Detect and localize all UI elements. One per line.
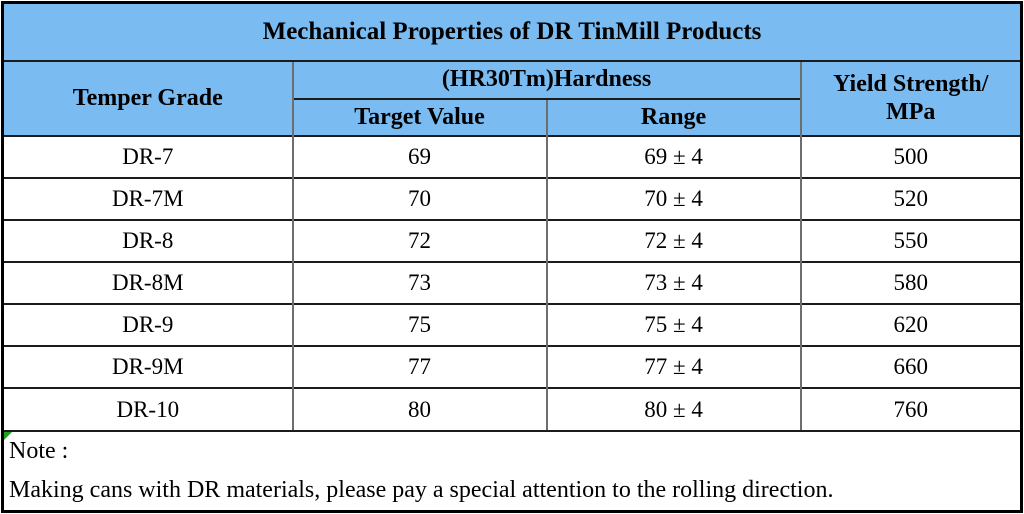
table-row: DR-7M 70 70 ± 4 520 — [4, 177, 1020, 220]
header-hardness-group: (HR30Tm)Hardness — [292, 62, 801, 99]
table-row: DR-8 72 72 ± 4 550 — [4, 219, 1020, 262]
properties-table: Temper Grade (HR30Tm)Hardness Yield Stre… — [4, 62, 1020, 430]
cell-grade: DR-8M — [4, 261, 293, 304]
cell-grade: DR-10 — [4, 387, 293, 430]
cell-range: 73 ± 4 — [545, 261, 801, 304]
table-row: DR-7 69 69 ± 4 500 — [4, 135, 1020, 178]
cell-target: 70 — [291, 177, 547, 220]
cell-yield: 520 — [799, 177, 1020, 220]
cell-grade: DR-9M — [4, 345, 293, 388]
table-title: Mechanical Properties of DR TinMill Prod… — [4, 4, 1020, 62]
cell-range: 69 ± 4 — [545, 135, 801, 178]
cell-grade: DR-7 — [4, 135, 293, 178]
header-yield-strength: Yield Strength/ MPa — [799, 62, 1020, 136]
cell-target: 80 — [291, 387, 547, 430]
cell-range: 80 ± 4 — [545, 387, 801, 430]
header-range: Range — [545, 98, 801, 136]
cell-target: 72 — [291, 219, 547, 262]
note-cell-flag-icon — [4, 432, 12, 440]
cell-grade: DR-9 — [4, 303, 293, 346]
header-target-value: Target Value — [292, 98, 547, 136]
cell-yield: 660 — [799, 345, 1020, 388]
cell-grade: DR-8 — [4, 219, 293, 262]
note-label: Note : — [9, 438, 69, 464]
cell-yield: 760 — [799, 387, 1020, 430]
cell-grade: DR-7M — [4, 177, 293, 220]
cell-target: 69 — [291, 135, 547, 178]
cell-range: 75 ± 4 — [545, 303, 801, 346]
cell-range: 72 ± 4 — [545, 219, 801, 262]
table-row: DR-8M 73 73 ± 4 580 — [4, 261, 1020, 304]
cell-yield: 500 — [799, 135, 1020, 178]
note-text: Making cans with DR materials, please pa… — [9, 477, 834, 503]
cell-yield: 550 — [799, 219, 1020, 262]
header-yield-strength-line2: MPa — [886, 98, 936, 125]
table-row: DR-9M 77 77 ± 4 660 — [4, 345, 1020, 388]
header-row-1: Temper Grade (HR30Tm)Hardness Yield Stre… — [4, 62, 1020, 136]
cell-target: 73 — [291, 261, 547, 304]
header-yield-strength-line1: Yield Strength/ — [833, 70, 989, 97]
table-row: DR-10 80 80 ± 4 760 — [4, 387, 1020, 430]
cell-yield: 580 — [799, 261, 1020, 304]
note-area: Note : Making cans with DR materials, pl… — [4, 430, 1020, 510]
cell-range: 77 ± 4 — [545, 345, 801, 388]
header-row-2: Target Value Range — [4, 98, 1020, 136]
header-temper-grade: Temper Grade — [4, 62, 294, 136]
cell-target: 75 — [291, 303, 547, 346]
table-row: DR-9 75 75 ± 4 620 — [4, 303, 1020, 346]
cell-yield: 620 — [799, 303, 1020, 346]
cell-range: 70 ± 4 — [545, 177, 801, 220]
cell-target: 77 — [291, 345, 547, 388]
